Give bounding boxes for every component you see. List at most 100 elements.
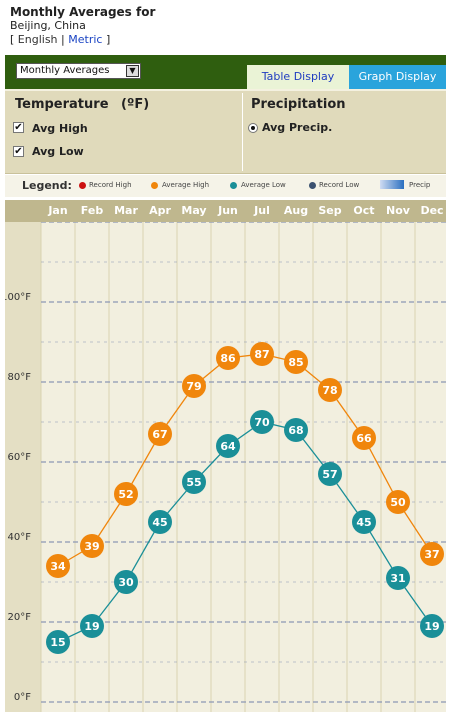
month-header: Jan Feb Mar Apr May Jun Jul Aug Sep Oct Nov Dec <box>5 200 446 222</box>
average-low-point[interactable] <box>46 630 70 654</box>
tab-graph-display[interactable]: Graph Display <box>349 65 446 89</box>
average-low-point[interactable] <box>182 470 206 494</box>
average-high-value-label: 39 <box>84 540 99 553</box>
average-low-point[interactable] <box>420 614 444 638</box>
month-label-aug: Aug <box>283 204 309 217</box>
temperature-title: Temperature (ºF) <box>15 97 149 112</box>
legend-record-low: Record Low <box>319 181 360 189</box>
average-low-point[interactable] <box>250 410 274 434</box>
average-low-value-label: 55 <box>186 476 201 489</box>
legend-label: Legend: <box>22 179 72 192</box>
average-high-point[interactable] <box>148 422 172 446</box>
precip-swatch <box>380 180 404 189</box>
month-label-jan: Jan <box>48 204 68 217</box>
toolbar: Monthly Averages ▼ Table Display Graph D… <box>5 55 446 89</box>
temperature-chart: 0°F 20°F 40°F 60°F 80°F 100°F 34 39 52 67 79 86 87 8… <box>5 222 446 712</box>
average-high-point[interactable] <box>114 482 138 506</box>
temperature-title-text: Temperature <box>15 97 109 112</box>
link-separator: | <box>61 33 65 46</box>
average-high-point[interactable] <box>420 542 444 566</box>
average-high-value-label: 34 <box>50 560 66 573</box>
period-select[interactable]: Monthly Averages ▼ <box>16 63 141 79</box>
record-high-dot <box>79 182 86 189</box>
english-link[interactable]: English <box>17 33 58 46</box>
y-tick-label: 60°F <box>8 452 32 463</box>
legend: Legend: Record High Average High Average… <box>5 175 446 197</box>
options-divider <box>242 93 243 171</box>
average-low-point[interactable] <box>284 418 308 442</box>
month-label-jun: Jun <box>218 204 238 217</box>
y-axis-band <box>5 222 41 712</box>
average-low-point[interactable] <box>318 462 342 486</box>
precipitation-title: Precipitation <box>251 97 346 112</box>
options-panel: Temperature (ºF) ✔ Avg High ✔ Avg Low Pr… <box>5 89 446 174</box>
average-low-value-label: 19 <box>424 620 439 633</box>
average-high-value-label: 37 <box>424 548 439 561</box>
average-high-point[interactable] <box>284 350 308 374</box>
average-high-point[interactable] <box>216 346 240 370</box>
average-low-value-label: 19 <box>84 620 99 633</box>
average-low-point[interactable] <box>148 510 172 534</box>
avg-high-checkbox[interactable]: ✔ <box>13 122 24 133</box>
average-low-value-label: 31 <box>390 572 405 585</box>
month-label-feb: Feb <box>80 204 104 217</box>
month-label-mar: Mar <box>114 204 138 217</box>
average-high-value-label: 85 <box>288 356 303 369</box>
average-high-value-label: 50 <box>390 496 406 509</box>
average-low-value-label: 45 <box>152 516 167 529</box>
language-links: [ English | Metric ] <box>10 33 110 46</box>
bracket-open: [ <box>10 33 15 46</box>
y-tick-label: 40°F <box>8 532 32 543</box>
avg-low-checkbox[interactable]: ✔ <box>13 146 24 157</box>
legend-precip: Precip <box>409 181 431 189</box>
average-high-value-label: 67 <box>152 428 167 441</box>
average-high-point[interactable] <box>250 342 274 366</box>
average-high-point[interactable] <box>182 374 206 398</box>
legend-average-low: Average Low <box>241 181 286 189</box>
month-label-dec: Dec <box>420 204 444 217</box>
average-high-point[interactable] <box>46 554 70 578</box>
average-low-value-label: 45 <box>356 516 371 529</box>
average-low-point[interactable] <box>114 570 138 594</box>
y-tick-label: 0°F <box>14 692 31 703</box>
avg-precip-radio[interactable] <box>248 123 258 133</box>
avg-low-label[interactable]: Avg Low <box>32 145 84 158</box>
metric-link[interactable]: Metric <box>68 33 103 46</box>
temperature-unit: (ºF) <box>121 97 150 112</box>
average-high-dot <box>151 182 158 189</box>
location-label: Beijing, China <box>10 19 86 32</box>
average-high-point[interactable] <box>80 534 104 558</box>
y-tick-label: 80°F <box>8 372 32 383</box>
average-high-value-label: 66 <box>356 432 372 445</box>
legend-record-high: Record High <box>89 181 132 189</box>
month-label-apr: Apr <box>149 204 171 217</box>
average-low-point[interactable] <box>386 566 410 590</box>
average-low-value-label: 57 <box>322 468 337 481</box>
average-low-point[interactable] <box>352 510 376 534</box>
average-low-dot <box>230 182 237 189</box>
month-label-oct: Oct <box>353 204 375 217</box>
average-high-value-label: 78 <box>322 384 337 397</box>
chevron-down-icon[interactable]: ▼ <box>126 65 139 77</box>
bracket-close: ] <box>105 33 111 46</box>
avg-high-label[interactable]: Avg High <box>32 122 88 135</box>
average-low-value-label: 70 <box>254 416 270 429</box>
page-title: Monthly Averages for <box>10 5 156 19</box>
average-low-value-label: 30 <box>118 576 134 589</box>
month-label-may: May <box>181 204 207 217</box>
average-high-point[interactable] <box>386 490 410 514</box>
average-high-point[interactable] <box>318 378 342 402</box>
tab-table-display[interactable]: Table Display <box>247 65 349 89</box>
legend-average-high: Average High <box>162 181 210 189</box>
month-label-jul: Jul <box>254 204 270 217</box>
average-high-value-label: 86 <box>220 352 236 365</box>
options-top-separator <box>5 89 446 91</box>
average-low-value-label: 64 <box>220 440 236 453</box>
average-low-point[interactable] <box>80 614 104 638</box>
average-low-value-label: 15 <box>50 636 65 649</box>
average-low-point[interactable] <box>216 434 240 458</box>
period-select-value: Monthly Averages <box>20 65 110 76</box>
average-high-point[interactable] <box>352 426 376 450</box>
month-label-sep: Sep <box>318 204 342 217</box>
avg-precip-label[interactable]: Avg Precip. <box>262 121 333 134</box>
